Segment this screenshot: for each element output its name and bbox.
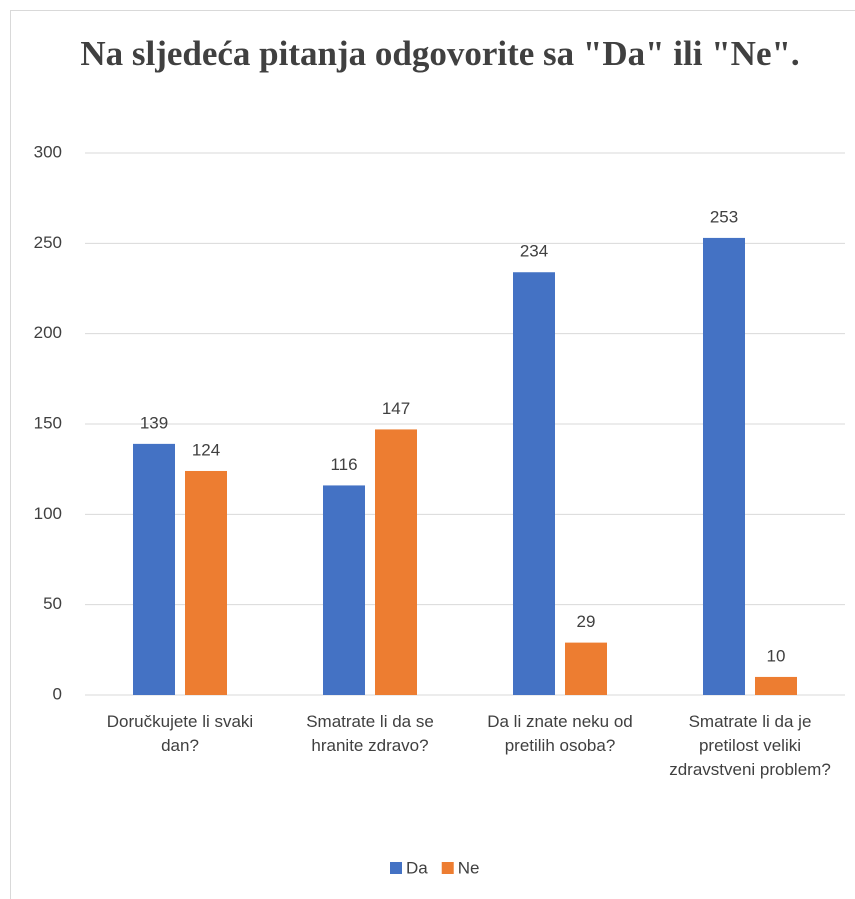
x-tick-label: Da li znate neku od pretilih osoba? [487, 712, 633, 755]
data-label: 29 [577, 612, 596, 631]
bar [185, 470, 227, 695]
x-tick-label: Smatrate li da je pretilost veliki zdrav… [669, 712, 831, 779]
bar [565, 642, 607, 695]
data-label: 10 [767, 646, 786, 665]
data-label: 253 [710, 207, 738, 226]
y-tick-label: 200 [34, 323, 62, 342]
data-label: 139 [140, 413, 168, 432]
x-tick-label: Doručkujete li svaki dan? [106, 712, 254, 755]
legend-label: Da [406, 858, 428, 877]
data-label: 116 [330, 455, 357, 474]
data-label: 147 [382, 399, 410, 418]
data-label: 234 [520, 242, 548, 261]
y-tick-label: 0 [53, 684, 62, 703]
y-tick-label: 100 [34, 504, 62, 523]
bar [755, 676, 797, 695]
chart-border [10, 10, 855, 899]
data-label: 124 [192, 440, 220, 459]
bar [323, 485, 365, 695]
legend-label: Ne [458, 858, 480, 877]
y-tick-label: 250 [34, 233, 62, 252]
y-tick-label: 50 [43, 594, 62, 613]
chart-title: Na sljedeća pitanja odgovorite sa "Da" i… [80, 34, 800, 73]
bar [375, 429, 417, 695]
bar [703, 237, 745, 695]
bar [513, 272, 555, 695]
legend-swatch [441, 862, 454, 874]
y-tick-label: 300 [34, 142, 62, 161]
y-tick-label: 150 [34, 413, 62, 432]
legend-swatch [390, 862, 402, 874]
bar [133, 443, 175, 695]
x-tick-label: Smatrate li da se hranite zdravo? [306, 712, 434, 755]
